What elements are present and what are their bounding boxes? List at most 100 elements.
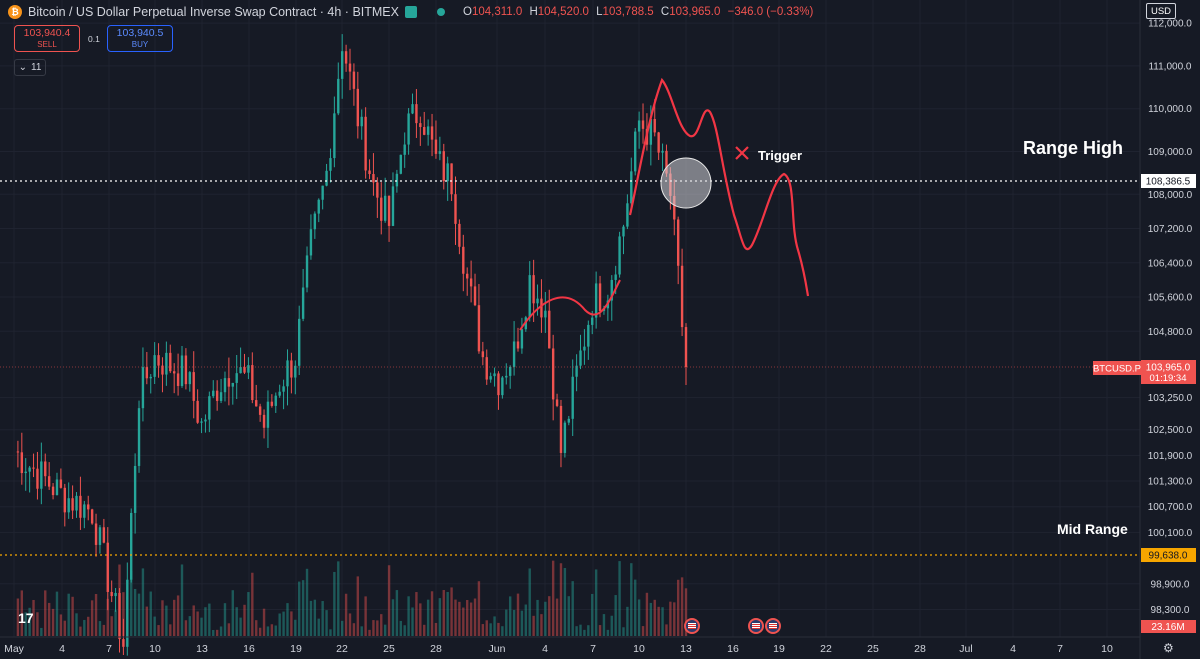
volume-bar — [383, 624, 387, 636]
mid-range-price-tag — [1141, 548, 1196, 562]
candle-body — [71, 498, 74, 511]
candle-body — [79, 495, 82, 518]
volume-bar — [442, 590, 445, 636]
volume-bar — [583, 629, 586, 636]
buy-button[interactable]: 103,940.5 BUY — [107, 25, 173, 52]
candle-body — [450, 163, 453, 195]
range-high-annotation[interactable]: Range High — [1023, 138, 1124, 158]
mid-range-annotation[interactable]: Mid Range — [1057, 521, 1128, 537]
volume-bar — [462, 607, 465, 636]
candle-body — [325, 170, 328, 186]
volume-bar — [243, 604, 246, 636]
volume-bar — [344, 593, 348, 636]
volume-bar — [59, 614, 63, 636]
candle-body — [274, 395, 277, 406]
candle-body — [161, 365, 164, 375]
candle-body — [309, 229, 313, 256]
indicators-toggle-button[interactable]: ⌄ 11 — [14, 59, 46, 76]
volume-bar — [372, 620, 375, 636]
volume-bar — [169, 624, 172, 636]
time-tick-label: 10 — [149, 643, 161, 655]
volume-bar — [497, 622, 500, 636]
projection-drawing[interactable] — [628, 77, 810, 297]
price-tick-label: 106,400.0 — [1148, 258, 1193, 269]
volume-bar — [309, 600, 313, 636]
grid-layer — [0, 0, 1140, 637]
candle-body — [411, 104, 414, 114]
symbol-legend[interactable]: ₿ Bitcoin / US Dollar Perpetual Inverse … — [8, 4, 817, 20]
candle-body — [137, 408, 141, 466]
currency-button[interactable]: USD — [1146, 3, 1176, 19]
volume-bar — [477, 581, 481, 636]
volume-bar — [430, 591, 434, 636]
time-tick-label: 13 — [196, 643, 208, 655]
buy-label: BUY — [131, 40, 149, 49]
volume-bar — [598, 625, 602, 636]
close-x-icon[interactable] — [733, 144, 751, 162]
us-flag-event-icon[interactable] — [748, 618, 764, 634]
volume-bar — [391, 599, 395, 636]
candle-body — [583, 346, 586, 351]
candle-body — [59, 479, 63, 488]
price-tick-label: 98,900.0 — [1151, 579, 1190, 590]
volume-bar — [305, 568, 309, 636]
price-axis[interactable]: 112,000.0 111,000.0 110,000.0 109,000.0 108,… — [1148, 19, 1193, 616]
candle-body — [567, 418, 570, 423]
candle-body — [680, 265, 684, 328]
volume-bar — [79, 626, 82, 636]
settings-gear-icon[interactable]: ⚙ — [1163, 641, 1174, 655]
us-flag-event-icon[interactable] — [684, 618, 700, 634]
tradingview-logo-icon: 17 — [18, 610, 34, 626]
candle-body — [172, 371, 176, 374]
volume-bar — [387, 565, 391, 636]
volume-bar — [157, 625, 160, 636]
candle-body — [239, 367, 242, 374]
candle-body — [231, 382, 234, 387]
volume-bar — [313, 599, 317, 636]
price-tick-label: 104,800.0 — [1148, 327, 1193, 338]
volume-bar — [356, 576, 360, 636]
time-tick-label: 19 — [290, 643, 302, 655]
sell-button[interactable]: 103,940.4 SELL — [14, 25, 80, 52]
candle-body — [516, 341, 520, 349]
candle-body — [641, 120, 645, 129]
symbol-title[interactable]: Bitcoin / US Dollar Perpetual Inverse Sw… — [28, 5, 399, 19]
volume-bar — [235, 607, 238, 636]
candle-body — [20, 452, 24, 474]
support-drawing[interactable] — [519, 279, 621, 331]
candle-body — [497, 373, 500, 396]
price-tick-label: 102,500.0 — [1148, 425, 1193, 436]
volume-bar — [67, 593, 70, 636]
volume-bar — [637, 599, 641, 636]
volume-bar — [212, 629, 215, 636]
volume-bar — [434, 622, 438, 636]
candle-body — [262, 414, 266, 428]
candle-body — [485, 357, 488, 380]
candle-body — [469, 278, 473, 287]
candle-body — [477, 305, 481, 352]
candle-body — [40, 461, 43, 489]
price-tick-label: 98,300.0 — [1151, 605, 1190, 616]
candle-body — [200, 421, 203, 423]
time-tick-label: 28 — [914, 643, 926, 655]
candle-body — [551, 348, 555, 400]
volume-bar — [55, 591, 59, 636]
time-tick-label: 19 — [773, 643, 785, 655]
price-tick-label: 100,100.0 — [1148, 528, 1193, 539]
candle-body — [501, 377, 504, 396]
highlight-circle[interactable] — [660, 157, 712, 209]
symbol-tag — [1093, 361, 1141, 375]
trigger-annotation[interactable]: Trigger — [758, 148, 803, 163]
high-label: H — [529, 6, 538, 18]
candle-body — [44, 461, 47, 477]
us-flag-event-icon[interactable] — [765, 618, 781, 634]
candle-body — [348, 63, 352, 72]
time-tick-label: 10 — [1101, 643, 1113, 655]
volume-bar — [567, 596, 570, 636]
candle-body — [122, 639, 125, 647]
candle-body — [634, 131, 637, 172]
spread-value: 0.1 — [88, 34, 100, 44]
volume-bar — [227, 623, 231, 636]
time-axis[interactable]: May 4 7 10 13 16 19 22 25 28 Jun 4 7 10 13 16 19 22 25 28 Ju… — [4, 643, 1113, 655]
